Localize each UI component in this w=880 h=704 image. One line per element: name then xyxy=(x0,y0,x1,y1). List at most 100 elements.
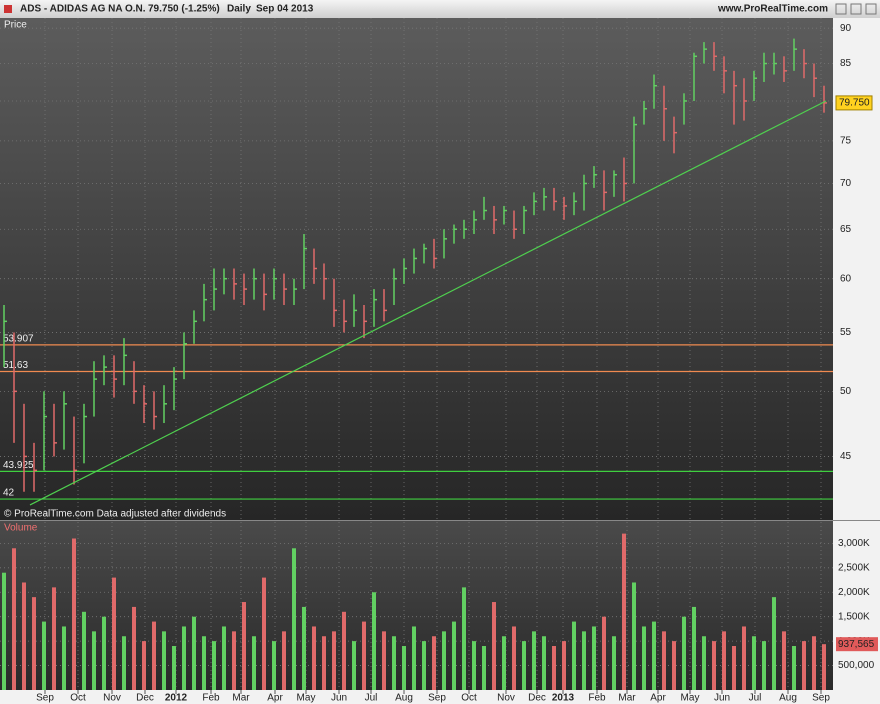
volume-bar xyxy=(132,606,136,690)
site: www.ProRealTime.com xyxy=(717,4,828,15)
x-tick-label: 2013 xyxy=(552,693,575,704)
volume-bar xyxy=(42,621,46,690)
x-tick-label: Mar xyxy=(232,693,250,704)
volume-bar xyxy=(242,602,246,690)
x-tick-label: Oct xyxy=(70,693,86,704)
level-label: 43.925 xyxy=(3,460,34,471)
volume-bar xyxy=(462,587,466,690)
volume-bar xyxy=(772,597,776,690)
level-label: 42 xyxy=(3,488,15,499)
y-tick-label: 2,500K xyxy=(838,562,870,573)
volume-bar xyxy=(172,646,176,690)
volume-bar xyxy=(72,538,76,690)
y-tick-label: 2,000K xyxy=(838,587,870,598)
volume-bar xyxy=(302,606,306,690)
level-label: 53.907 xyxy=(3,334,34,345)
volume-bar xyxy=(482,646,486,690)
x-tick-label: Apr xyxy=(267,693,283,704)
x-tick-label: Aug xyxy=(779,693,797,704)
x-tick-label: Sep xyxy=(428,693,446,704)
volume-bar xyxy=(422,641,426,690)
y-tick-label: 60 xyxy=(840,273,852,284)
volume-bar xyxy=(802,641,806,690)
last-volume-label: 937,565 xyxy=(838,639,875,650)
volume-bar xyxy=(122,636,126,690)
menu-icon[interactable] xyxy=(4,5,12,13)
volume-bar xyxy=(782,631,786,690)
volume-bar xyxy=(252,636,256,690)
y-tick-label: 70 xyxy=(840,178,852,189)
volume-bar xyxy=(82,611,86,690)
price-panel-title: Price xyxy=(4,20,27,31)
y-tick-label: 45 xyxy=(840,451,852,462)
volume-bar xyxy=(432,636,436,690)
x-tick-label: Oct xyxy=(461,693,477,704)
note: © ProRealTime.com Data adjusted after di… xyxy=(4,509,226,520)
volume-bar xyxy=(262,577,266,690)
price-panel xyxy=(0,18,833,520)
volume-bar xyxy=(412,626,416,690)
volume-bar xyxy=(272,641,276,690)
volume-bar xyxy=(752,636,756,690)
x-tick-label: Sep xyxy=(36,693,54,704)
volume-bar xyxy=(202,636,206,690)
volume-bar xyxy=(542,636,546,690)
volume-bar xyxy=(192,616,196,690)
volume-bar xyxy=(792,646,796,690)
volume-bar xyxy=(592,626,596,690)
y-tick-label: 90 xyxy=(840,23,852,34)
volume-bar xyxy=(22,582,26,690)
volume-bar xyxy=(492,602,496,690)
volume-bar xyxy=(232,631,236,690)
volume-bar xyxy=(212,641,216,690)
volume-bar xyxy=(522,641,526,690)
x-tick-label: Nov xyxy=(103,693,121,704)
volume-bar xyxy=(162,631,166,690)
volume-bar xyxy=(572,621,576,690)
volume-bar xyxy=(182,626,186,690)
volume-bar xyxy=(402,646,406,690)
volume-bar xyxy=(142,641,146,690)
volume-bar xyxy=(102,616,106,690)
volume-bar xyxy=(552,646,556,690)
volume-bar xyxy=(342,611,346,690)
y-tick-label: 3,000K xyxy=(838,538,870,549)
frequency: Daily xyxy=(227,4,251,15)
last-price-box xyxy=(835,95,873,111)
minimize-button[interactable] xyxy=(835,3,847,15)
volume-bar xyxy=(732,646,736,690)
last-price: 79.750 (-1.25%) xyxy=(148,4,220,15)
header-bar xyxy=(0,0,880,18)
volume-bar xyxy=(512,626,516,690)
x-axis-panel xyxy=(0,690,833,704)
y-tick-label: 75 xyxy=(840,135,852,146)
y-tick-label: 1,500K xyxy=(838,611,870,622)
volume-bar xyxy=(382,631,386,690)
last-price-label: 79.750 xyxy=(839,98,870,109)
volume-bar xyxy=(292,548,296,690)
y-tick-label: 65 xyxy=(840,224,852,235)
volume-bar xyxy=(702,636,706,690)
y-tick-label: 50 xyxy=(840,386,852,397)
x-tick-label: Dec xyxy=(528,693,546,704)
volume-bar xyxy=(762,641,766,690)
last-volume-box xyxy=(836,637,878,652)
maximize-button[interactable] xyxy=(850,3,862,15)
x-tick-label: Aug xyxy=(395,693,413,704)
y-tick-label: 55 xyxy=(840,327,852,338)
volume-bar xyxy=(152,621,156,690)
volume-bar xyxy=(582,631,586,690)
volume-bar xyxy=(92,631,96,690)
close-button[interactable] xyxy=(865,3,877,15)
volume-bar xyxy=(442,631,446,690)
x-tick-label: Nov xyxy=(497,693,515,704)
volume-bar xyxy=(632,582,636,690)
volume-bar xyxy=(642,626,646,690)
volume-bar xyxy=(372,592,376,690)
volume-bar xyxy=(712,641,716,690)
volume-bar xyxy=(622,533,626,690)
trend-line xyxy=(29,100,827,506)
volume-bar xyxy=(392,636,396,690)
x-tick-label: Jul xyxy=(749,693,762,704)
